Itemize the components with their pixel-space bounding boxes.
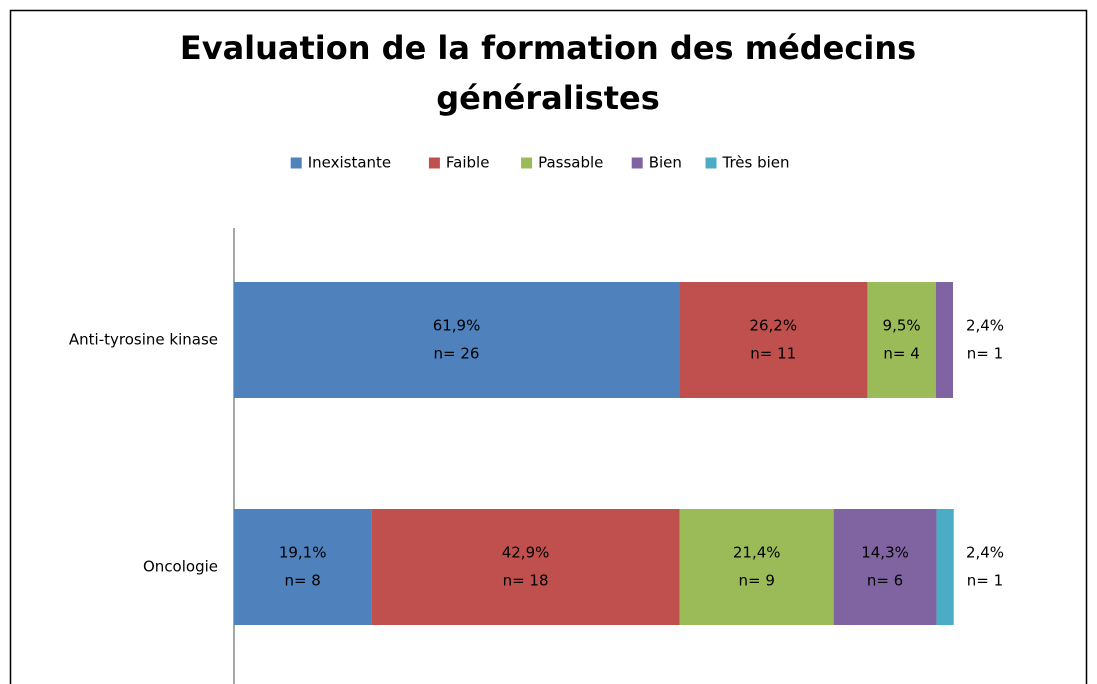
bar-segment: [234, 282, 680, 398]
count-label: n= 8: [284, 572, 320, 590]
chart-frame: [9, 9, 1088, 684]
legend-swatch: [428, 157, 440, 169]
bar-segment: [679, 509, 834, 625]
count-label: n= 1: [967, 345, 1003, 363]
y-tick-label: Anti-tyrosine kinase: [69, 331, 218, 349]
data-label: 9,5%: [883, 317, 921, 335]
bar-segment: [867, 282, 936, 398]
data-label: 61,9%: [433, 317, 481, 335]
legend-label: Passable: [538, 154, 603, 172]
legend-label: Inexistante: [308, 154, 391, 172]
bar-segment: [935, 282, 953, 398]
count-label: n= 6: [867, 572, 903, 590]
data-label: 19,1%: [279, 544, 327, 562]
count-label: n= 1: [967, 572, 1003, 590]
data-label: 2,4%: [966, 317, 1004, 335]
bar-segment: [679, 282, 868, 398]
bar-segment: [833, 509, 937, 625]
bar-segment: [234, 509, 372, 625]
chart-title: Evaluation de la formation des médecins g…: [180, 29, 916, 117]
title-line: généralistes: [436, 79, 660, 117]
legend-swatch: [705, 157, 717, 169]
bar-segment: [936, 509, 954, 625]
data-label: 26,2%: [749, 317, 797, 335]
data-label: 21,4%: [733, 544, 781, 562]
data-label: 14,3%: [861, 544, 909, 562]
bar-segment: [371, 509, 680, 625]
legend-swatch: [631, 157, 643, 169]
count-label: n= 26: [434, 345, 480, 363]
legend-swatch: [290, 157, 302, 169]
count-label: n= 11: [750, 345, 796, 363]
data-label: 42,9%: [502, 544, 550, 562]
title-line: Evaluation de la formation des médecins: [180, 29, 916, 67]
count-label: n= 9: [739, 572, 775, 590]
y-tick-label: Oncologie: [143, 558, 218, 576]
data-label: 2,4%: [966, 544, 1004, 562]
count-label: n= 4: [883, 345, 919, 363]
legend-label: Faible: [446, 154, 490, 172]
legend-swatch: [521, 157, 533, 169]
legend-label: Bien: [649, 154, 682, 172]
count-label: n= 18: [503, 572, 549, 590]
legend-label: Très bien: [722, 154, 790, 172]
